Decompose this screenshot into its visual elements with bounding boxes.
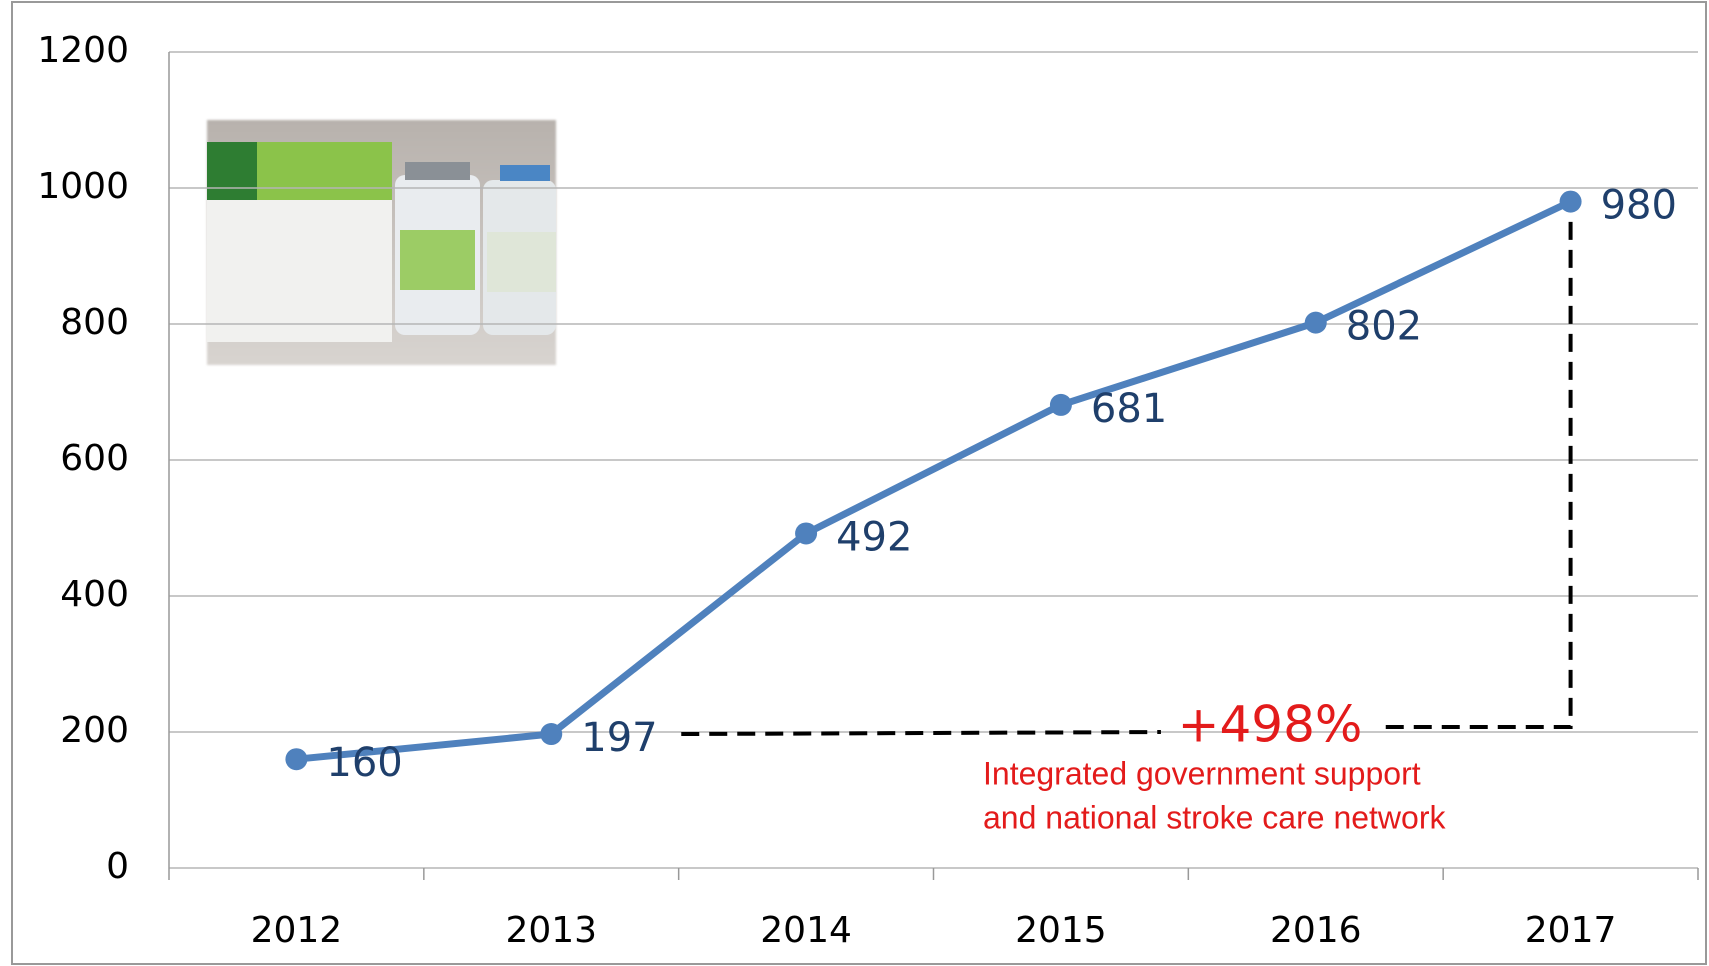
y-tick-label: 600 xyxy=(60,438,129,479)
point xyxy=(1304,311,1327,334)
point xyxy=(1049,393,1072,416)
point xyxy=(795,522,818,545)
point xyxy=(540,723,563,746)
x-tick-label: 2013 xyxy=(505,910,597,951)
frame xyxy=(11,1,1707,965)
data-label: 802 xyxy=(1346,304,1422,350)
x-tick-label: 2014 xyxy=(760,910,852,951)
y-tick-label: 1000 xyxy=(37,166,129,207)
series-line xyxy=(296,198,1573,763)
y-tick-label: 1200 xyxy=(37,30,129,71)
y-tick-label: 0 xyxy=(106,846,129,887)
point xyxy=(1559,190,1582,213)
point xyxy=(285,748,308,771)
annotation: +498% xyxy=(1178,696,1363,754)
y-tick-label: 200 xyxy=(60,710,129,751)
x-tick-label: 2012 xyxy=(251,910,343,951)
guide-line xyxy=(681,201,1573,737)
x-tick-label: 2015 xyxy=(1015,910,1107,951)
product-photo xyxy=(207,120,556,365)
data-label: 160 xyxy=(326,740,402,786)
x-tick-label: 2017 xyxy=(1525,910,1617,951)
annotation-note: Integrated government support xyxy=(983,755,1421,791)
data-label: 980 xyxy=(1601,183,1677,229)
data-label: 492 xyxy=(836,514,912,560)
data-label: 681 xyxy=(1091,386,1167,432)
x-tick-label: 2016 xyxy=(1270,910,1362,951)
y-tick-label: 400 xyxy=(60,574,129,615)
annotation-note: and national stroke care network xyxy=(983,799,1446,835)
data-label: 197 xyxy=(581,715,657,761)
y-tick-label: 800 xyxy=(60,302,129,343)
